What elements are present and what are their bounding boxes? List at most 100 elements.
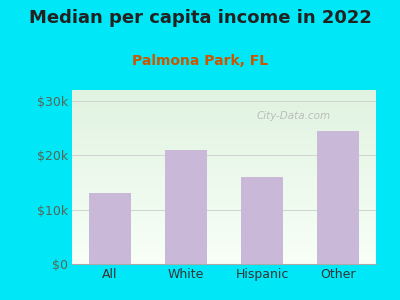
Bar <box>72 160 376 161</box>
Bar <box>72 103 376 104</box>
Bar <box>241 177 283 264</box>
Bar <box>72 118 376 119</box>
Bar <box>72 124 376 125</box>
Bar <box>72 116 376 117</box>
Bar <box>72 117 376 118</box>
Bar <box>72 189 376 190</box>
Bar <box>72 214 376 215</box>
Bar <box>72 202 376 203</box>
Bar <box>72 119 376 120</box>
Bar <box>72 111 376 112</box>
Bar <box>72 162 376 163</box>
Bar <box>72 229 376 230</box>
Bar <box>72 182 376 183</box>
Bar <box>72 133 376 134</box>
Bar <box>72 151 376 152</box>
Bar <box>72 128 376 129</box>
Bar <box>72 196 376 197</box>
Bar <box>72 254 376 255</box>
Bar <box>72 108 376 109</box>
Bar <box>72 261 376 262</box>
Bar <box>72 233 376 234</box>
Bar <box>72 139 376 140</box>
Bar <box>72 142 376 143</box>
Bar <box>72 239 376 240</box>
Bar <box>72 173 376 174</box>
Bar <box>72 188 376 189</box>
Bar <box>72 135 376 136</box>
Bar <box>72 253 376 254</box>
Bar <box>89 193 131 264</box>
Bar <box>72 94 376 95</box>
Bar <box>72 167 376 168</box>
Bar <box>72 137 376 138</box>
Bar <box>72 225 376 226</box>
Bar <box>72 216 376 217</box>
Bar <box>72 161 376 162</box>
Bar <box>72 91 376 92</box>
Bar <box>72 169 376 170</box>
Bar <box>72 220 376 221</box>
Bar <box>72 228 376 229</box>
Bar <box>72 104 376 105</box>
Bar <box>72 136 376 137</box>
Text: City-Data.com: City-Data.com <box>257 111 331 121</box>
Bar <box>72 249 376 250</box>
Bar <box>72 184 376 185</box>
Bar <box>72 215 376 216</box>
Bar <box>72 206 376 207</box>
Bar <box>72 155 376 156</box>
Bar <box>72 181 376 182</box>
Bar <box>72 176 376 177</box>
Bar <box>72 185 376 186</box>
Bar <box>72 262 376 263</box>
Bar <box>72 260 376 261</box>
Bar <box>72 120 376 121</box>
Bar <box>72 99 376 100</box>
Bar <box>72 205 376 206</box>
Bar <box>72 123 376 124</box>
Bar <box>72 157 376 158</box>
Bar <box>72 204 376 205</box>
Bar <box>72 177 376 178</box>
Bar <box>72 183 376 184</box>
Bar <box>72 213 376 214</box>
Bar <box>72 95 376 96</box>
Bar <box>72 251 376 252</box>
Bar <box>72 97 376 98</box>
Bar <box>72 145 376 146</box>
Bar <box>72 230 376 231</box>
Bar <box>72 222 376 223</box>
Bar <box>72 212 376 213</box>
Bar <box>72 100 376 101</box>
Bar <box>72 156 376 157</box>
Bar <box>72 110 376 111</box>
Bar <box>72 191 376 192</box>
Bar <box>165 150 207 264</box>
Bar <box>72 131 376 132</box>
Bar <box>72 248 376 249</box>
Bar <box>72 219 376 220</box>
Bar <box>72 92 376 93</box>
Bar <box>72 163 376 164</box>
Bar <box>72 148 376 149</box>
Bar <box>72 193 376 194</box>
Bar <box>72 109 376 110</box>
Bar <box>72 186 376 187</box>
Bar <box>72 259 376 260</box>
Bar <box>72 238 376 239</box>
Bar <box>72 194 376 195</box>
Bar <box>72 158 376 159</box>
Bar <box>72 153 376 154</box>
Bar <box>72 208 376 209</box>
Bar <box>72 152 376 153</box>
Bar <box>72 143 376 144</box>
Bar <box>72 200 376 201</box>
Bar <box>72 107 376 108</box>
Bar <box>72 243 376 244</box>
Bar <box>72 130 376 131</box>
Bar <box>72 129 376 130</box>
Bar <box>72 154 376 155</box>
Bar <box>72 147 376 148</box>
Bar <box>72 241 376 242</box>
